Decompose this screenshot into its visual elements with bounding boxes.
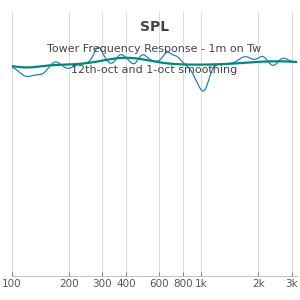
Text: 12th-oct and 1-oct smoothing: 12th-oct and 1-oct smoothing <box>71 65 238 75</box>
Text: Tower Frequency Response - 1m on Tw: Tower Frequency Response - 1m on Tw <box>47 44 262 54</box>
Text: SPL: SPL <box>140 20 169 34</box>
